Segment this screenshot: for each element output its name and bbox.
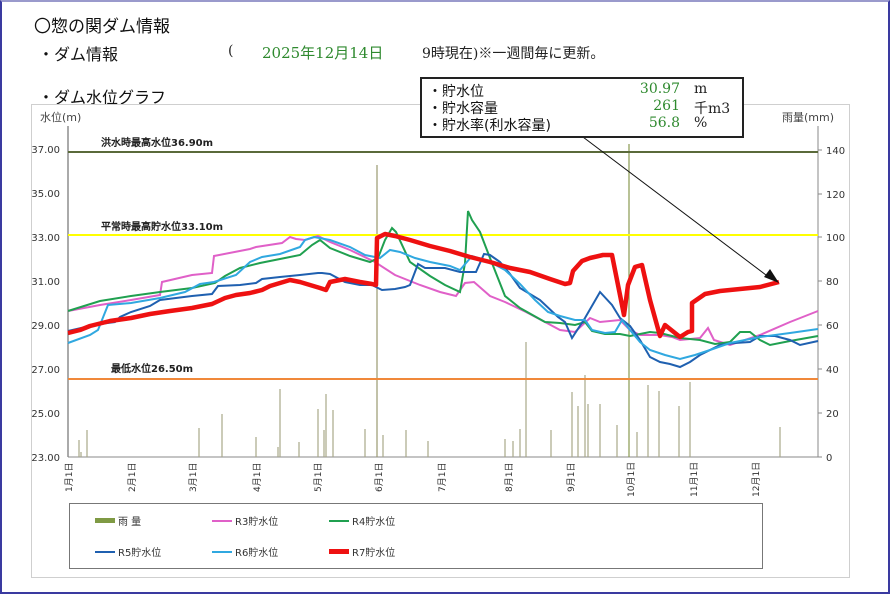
current-status-box: ・貯水位 30.97 m ・貯水容量 261 千m3 ・貯水率(利水容量) 56… xyxy=(420,77,744,138)
svg-text:10月1日: 10月1日 xyxy=(626,462,637,497)
legend-item-rain: 雨 量 xyxy=(95,513,141,528)
y2-axis-ticks: 0 20 40 60 80 100 120 140 xyxy=(818,146,845,464)
svg-text:27.00: 27.00 xyxy=(31,365,60,376)
update-date: 2025年12月14日 xyxy=(262,44,384,62)
storage-level-unit: m xyxy=(694,81,708,97)
svg-text:140: 140 xyxy=(826,146,845,157)
storage-volume-label: ・貯水容量 xyxy=(428,101,498,117)
svg-text:120: 120 xyxy=(826,190,845,201)
flood-max-label: 洪水時最高水位36.90m xyxy=(101,136,213,149)
legend-label-r6: R6貯水位 xyxy=(235,548,279,559)
storage-volume-value: 261 xyxy=(653,98,680,114)
y-axis-ticks: 23.00 25.00 27.00 29.00 31.00 33.00 35.0… xyxy=(31,145,60,464)
storage-rate-label: ・貯水率(利水容量) xyxy=(428,118,551,134)
storage-rate-value: 56.8 xyxy=(648,115,680,131)
svg-text:100: 100 xyxy=(826,233,845,244)
legend-label-rain: 雨 量 xyxy=(118,517,142,528)
dam-info-heading: ・ダム情報 xyxy=(38,45,119,64)
legend-label-r3: R3貯水位 xyxy=(235,517,279,528)
svg-text:29.00: 29.00 xyxy=(31,321,60,332)
update-note: 9時現在)※一週間毎に更新。 xyxy=(422,46,605,62)
svg-text:40: 40 xyxy=(826,365,839,376)
date-open-paren: ( xyxy=(228,43,234,59)
series-r7 xyxy=(67,231,780,340)
svg-text:33.00: 33.00 xyxy=(31,233,60,244)
series-r6 xyxy=(67,235,819,361)
svg-text:1月1日: 1月1日 xyxy=(64,463,75,492)
annotation-arrow-line xyxy=(574,130,771,279)
svg-text:0: 0 xyxy=(826,453,832,464)
x-axis-ticks: 1月1日 2月1日 3月1日 4月1日 5月1日 6月1日 7月1日 8月1日 … xyxy=(64,462,762,497)
svg-text:12月1日: 12月1日 xyxy=(751,462,762,497)
legend-swatch-r3 xyxy=(212,519,232,522)
legend-label-r4: R4貯水位 xyxy=(352,517,396,528)
storage-level-label: ・貯水位 xyxy=(428,84,484,100)
svg-text:7月1日: 7月1日 xyxy=(437,463,448,492)
series-r3 xyxy=(67,234,819,347)
svg-text:23.00: 23.00 xyxy=(31,453,60,464)
svg-text:20: 20 xyxy=(826,409,839,420)
legend-item-r7: R7貯水位 xyxy=(329,544,395,559)
svg-text:8月1日: 8月1日 xyxy=(504,463,515,492)
legend-item-r6: R6貯水位 xyxy=(212,544,278,559)
svg-text:3月1日: 3月1日 xyxy=(188,463,199,492)
graph-heading: ・ダム水位グラフ xyxy=(38,88,167,107)
svg-text:2月1日: 2月1日 xyxy=(127,463,138,492)
page-title: 〇惣の関ダム情報 xyxy=(34,17,170,37)
legend-swatch-r4 xyxy=(329,519,349,522)
svg-text:4月1日: 4月1日 xyxy=(252,463,263,492)
legend-label-r7: R7貯水位 xyxy=(352,548,396,559)
legend-swatch-r7 xyxy=(329,549,349,554)
svg-text:60: 60 xyxy=(826,321,839,332)
chart-legend: 雨 量 R3貯水位 R4貯水位 R5貯水位 R6貯水位 R7貯水位 xyxy=(69,503,763,569)
svg-text:35.00: 35.00 xyxy=(31,189,60,200)
storage-volume-unit: 千m3 xyxy=(694,101,731,117)
legend-label-r5: R5貯水位 xyxy=(118,548,162,559)
legend-swatch-r5 xyxy=(95,550,115,553)
legend-item-r3: R3貯水位 xyxy=(212,513,278,528)
annotation-arrow-head-icon xyxy=(764,269,779,283)
rainfall-bars xyxy=(78,144,781,457)
svg-text:6月1日: 6月1日 xyxy=(374,463,385,492)
chart-area xyxy=(31,104,850,578)
legend-item-r4: R4貯水位 xyxy=(329,513,395,528)
series-r5 xyxy=(67,252,819,369)
svg-text:25.00: 25.00 xyxy=(31,409,60,420)
svg-text:37.00: 37.00 xyxy=(31,145,60,156)
svg-text:5月1日: 5月1日 xyxy=(313,463,324,492)
min-level-label: 最低水位26.50m xyxy=(111,362,193,375)
legend-swatch-rain xyxy=(95,518,115,523)
svg-text:31.00: 31.00 xyxy=(31,277,60,288)
y2-axis-title: 雨量(mm) xyxy=(782,111,834,124)
storage-level-value: 30.97 xyxy=(639,81,680,97)
svg-text:11月1日: 11月1日 xyxy=(689,462,700,497)
normal-max-label: 平常時最高貯水位33.10m xyxy=(101,220,223,233)
y-axis-title: 水位(m) xyxy=(40,110,81,124)
svg-text:80: 80 xyxy=(826,277,839,288)
legend-item-r5: R5貯水位 xyxy=(95,544,161,559)
svg-text:9月1日: 9月1日 xyxy=(566,463,577,492)
storage-rate-unit: % xyxy=(694,115,708,131)
legend-swatch-r6 xyxy=(212,550,232,553)
series-r4 xyxy=(67,210,819,347)
